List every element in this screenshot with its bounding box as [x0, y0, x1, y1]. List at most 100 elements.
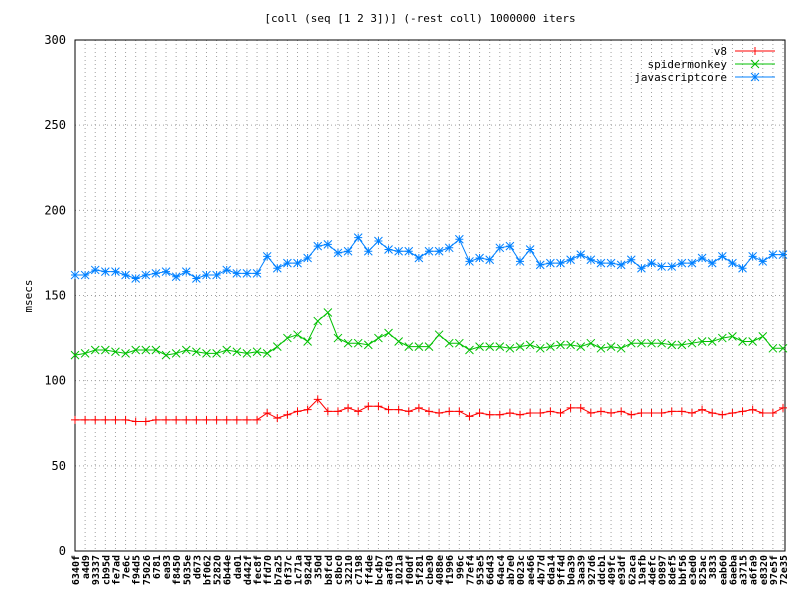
data-point — [616, 343, 626, 353]
data-point — [151, 269, 161, 278]
data-point — [414, 403, 423, 412]
data-point — [606, 342, 616, 351]
data-point — [454, 338, 464, 348]
data-point — [576, 342, 586, 351]
x-tick-label: 6781 — [152, 555, 163, 579]
data-point — [162, 415, 171, 424]
data-point — [344, 403, 353, 412]
x-tick-label: 3aa39 — [577, 555, 588, 585]
data-point — [263, 409, 272, 418]
y-axis-label: msecs — [22, 279, 35, 312]
x-tick-label: 52820 — [213, 555, 224, 585]
data-point — [374, 402, 383, 411]
chart-title: [coll (seq [1 2 3])] (-rest coll) 100000… — [264, 12, 575, 25]
x-tick-label: aaf03 — [385, 555, 396, 585]
x-tick-label: cb95d — [101, 555, 112, 585]
data-point — [434, 330, 444, 340]
x-tick-label: f94d5 — [132, 555, 143, 585]
data-point — [262, 251, 272, 261]
data-point — [404, 342, 414, 351]
x-tick-label: f00df — [405, 555, 416, 585]
data-point — [505, 343, 515, 353]
data-point — [253, 415, 262, 424]
data-point — [718, 410, 727, 419]
x-tick-label: ea93 — [162, 555, 173, 579]
data-point — [424, 342, 434, 351]
data-point — [475, 253, 484, 263]
data-point — [202, 270, 211, 280]
data-point — [525, 245, 535, 254]
data-point — [404, 407, 413, 416]
y-tick-label: 200 — [44, 203, 66, 217]
data-point — [141, 270, 151, 280]
x-tick-label: 9ff4d — [556, 555, 567, 585]
data-point — [748, 405, 757, 414]
data-point — [212, 415, 221, 424]
data-point — [303, 253, 312, 263]
x-tick-label: 6da14 — [546, 555, 557, 585]
x-tick-label: 97e5f — [769, 555, 780, 585]
x-tick-label: 9824d — [304, 555, 315, 585]
x-tick-label: cbe30 — [425, 555, 436, 585]
data-point — [606, 258, 616, 268]
data-point — [607, 409, 616, 418]
data-point — [667, 262, 677, 271]
data-point — [647, 338, 656, 348]
data-point — [535, 260, 545, 270]
data-point — [363, 340, 373, 350]
data-point — [374, 333, 383, 343]
y-tick-label: 150 — [44, 289, 66, 303]
data-point — [758, 257, 768, 266]
x-tick-label: 6340f — [71, 555, 82, 585]
data-point — [181, 267, 191, 277]
x-tick-label: d673 — [192, 555, 203, 579]
data-point — [728, 258, 737, 268]
data-point — [353, 233, 363, 242]
data-point — [556, 258, 565, 268]
data-point — [677, 340, 687, 350]
data-point — [303, 337, 312, 346]
x-tick-label: 5f281 — [415, 555, 426, 585]
data-point — [445, 407, 454, 416]
data-point — [778, 343, 788, 353]
x-tick-label: b0a39 — [567, 555, 578, 585]
data-point — [252, 347, 262, 357]
data-point — [111, 267, 120, 277]
data-point — [516, 410, 525, 419]
data-point — [212, 270, 221, 280]
data-point — [707, 258, 717, 268]
x-tick-label: 62aca — [627, 555, 638, 585]
x-tick-label: ff4de — [364, 555, 375, 585]
data-point — [100, 345, 110, 355]
data-point — [526, 409, 535, 418]
x-tick-label: 350d — [314, 555, 325, 579]
data-point — [586, 255, 596, 265]
legend-marker — [751, 47, 759, 55]
data-point — [707, 337, 717, 346]
x-tick-label: ffd70 — [263, 555, 274, 585]
data-point — [677, 407, 686, 416]
data-point — [546, 407, 555, 416]
data-point — [80, 349, 90, 358]
data-point — [354, 407, 363, 416]
data-point — [525, 340, 535, 350]
x-tick-label: da01 — [233, 555, 244, 579]
data-point — [738, 407, 747, 416]
data-point — [475, 409, 484, 418]
data-point — [576, 403, 585, 412]
data-point — [667, 340, 677, 350]
data-point — [637, 263, 646, 273]
y-tick-label: 100 — [44, 374, 66, 388]
data-point — [171, 272, 181, 282]
x-tick-label: b8fcd — [324, 555, 335, 585]
data-point — [465, 412, 474, 421]
x-tick-label: 0f37c — [283, 555, 294, 585]
data-point — [515, 342, 525, 351]
data-point — [323, 240, 333, 249]
data-point — [363, 246, 373, 256]
x-tick-label: 8def5 — [668, 555, 679, 585]
data-point — [687, 338, 697, 348]
data-point — [182, 415, 191, 424]
data-point — [485, 410, 494, 419]
plot-frame — [74, 39, 786, 552]
